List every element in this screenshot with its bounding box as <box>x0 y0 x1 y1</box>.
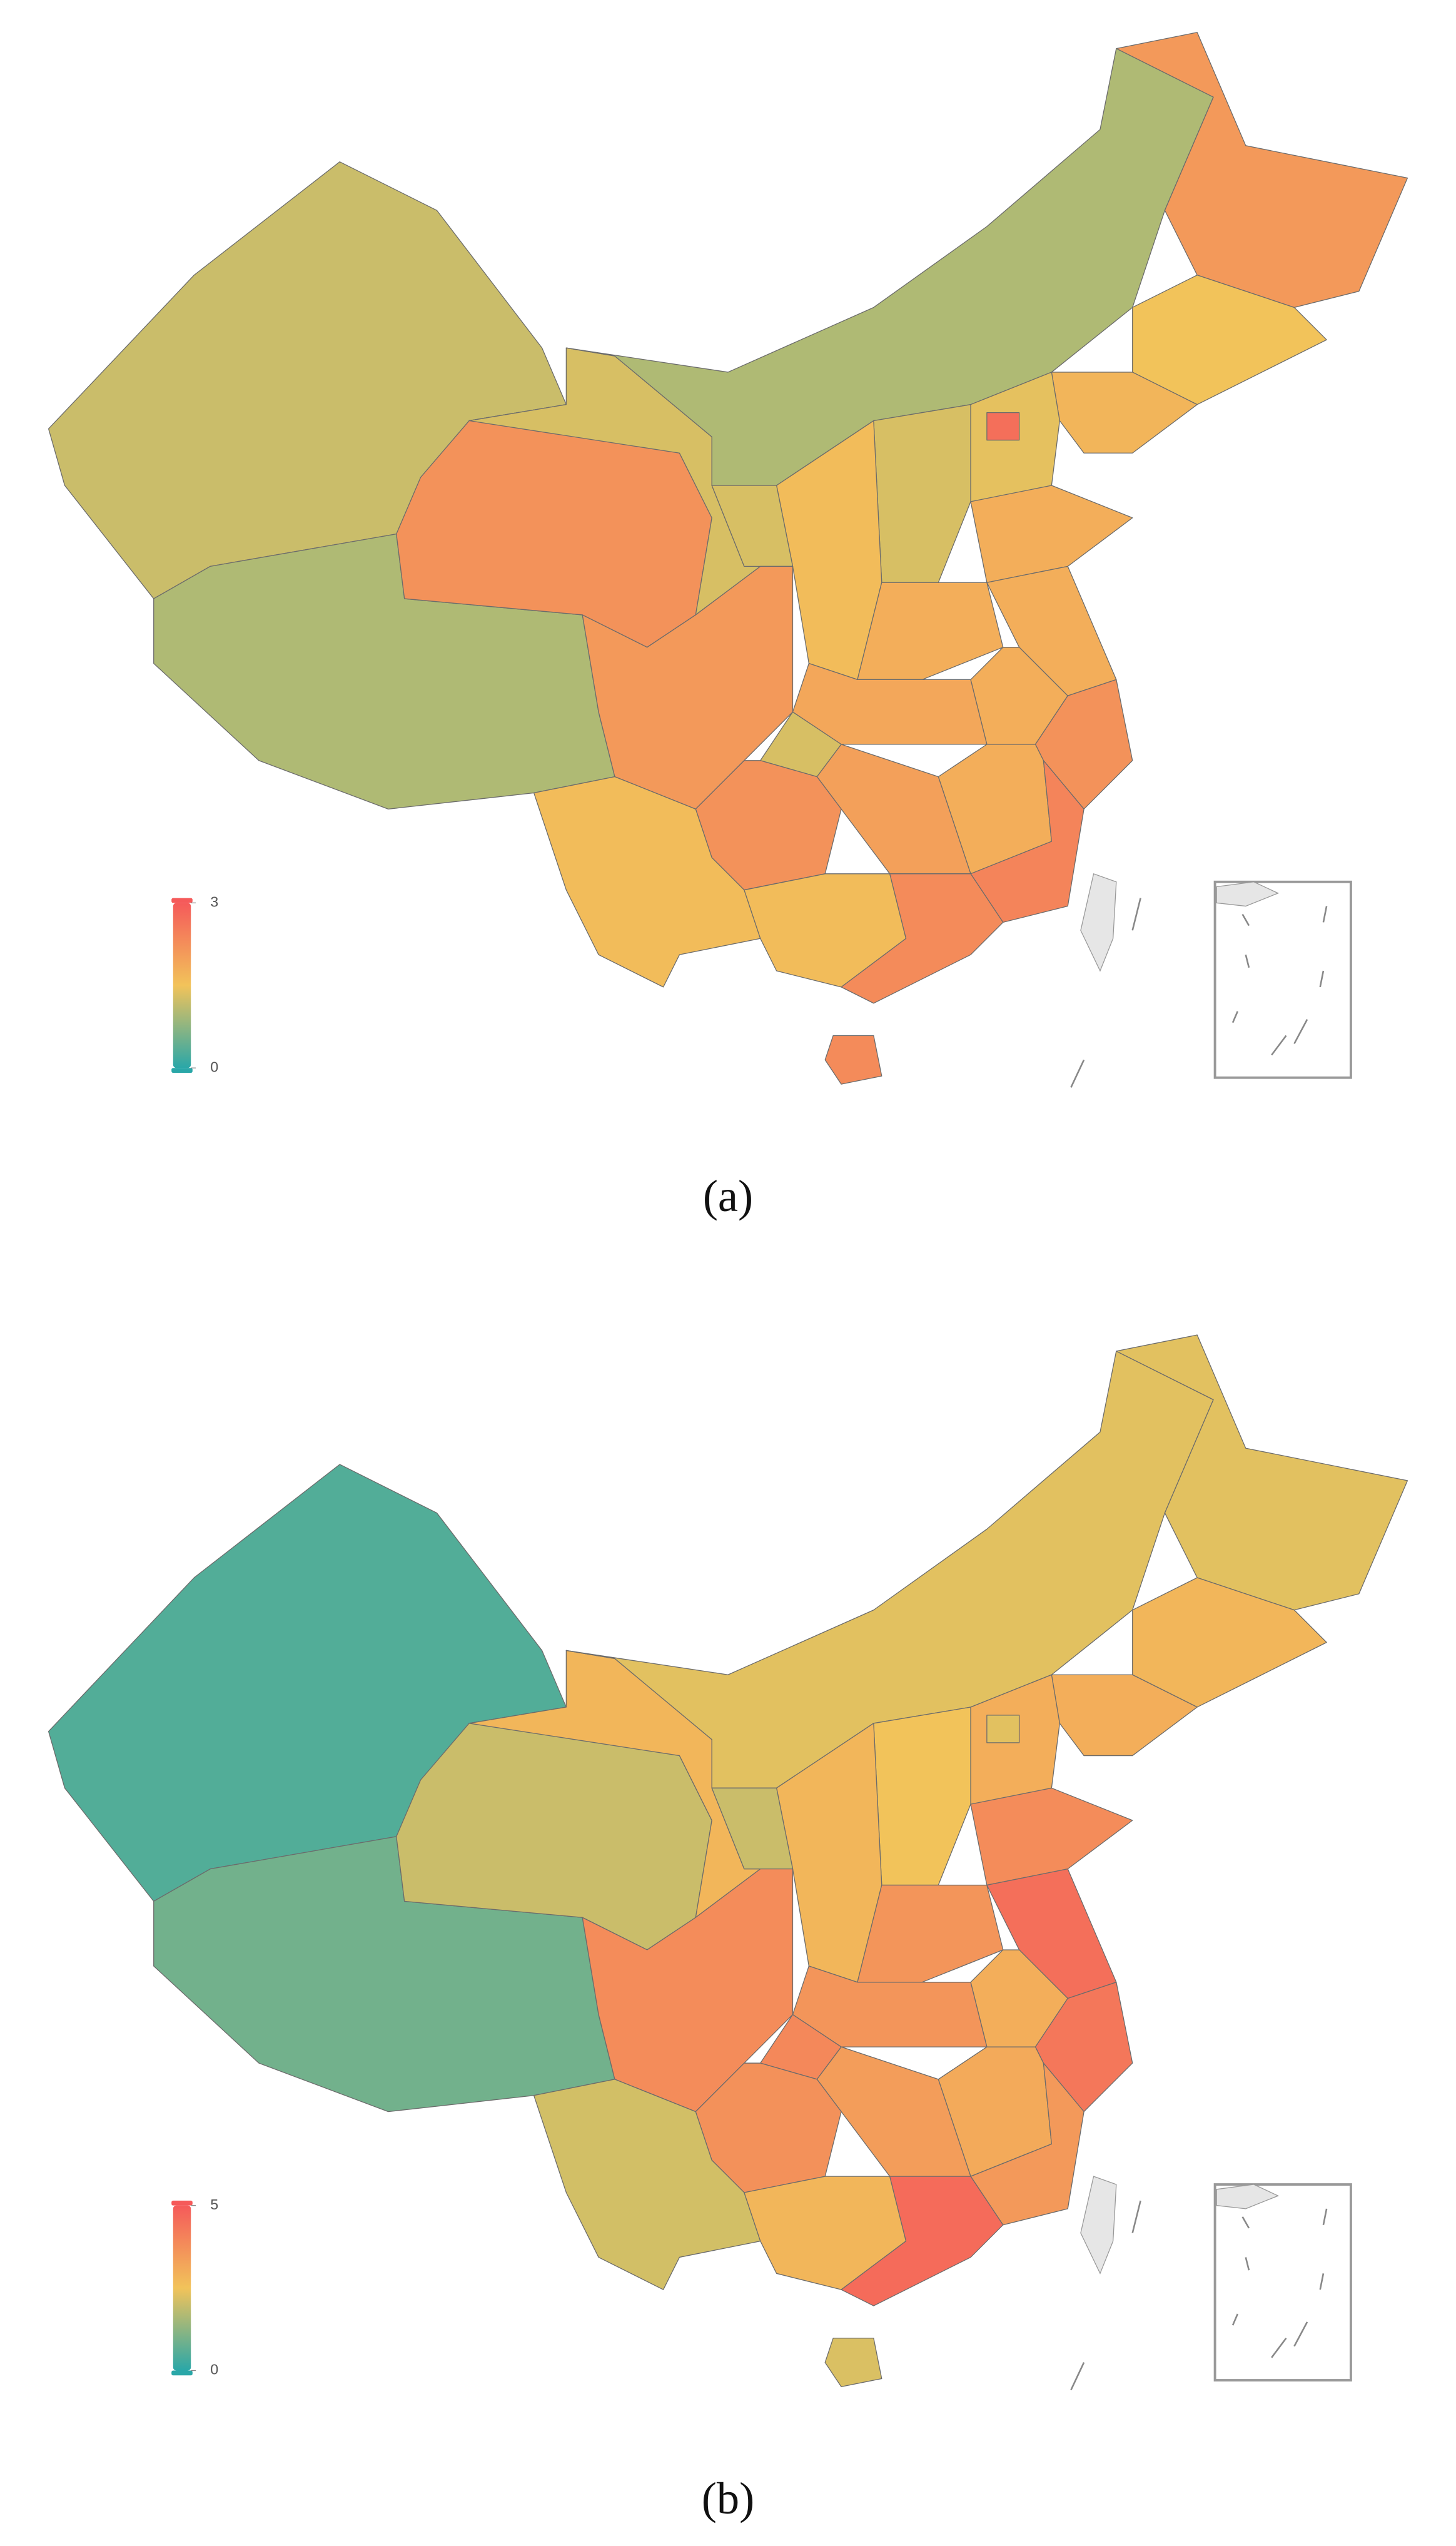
region <box>1116 32 1408 308</box>
region <box>824 1035 882 1085</box>
region <box>970 1787 1133 1886</box>
legend-tick-label: 3 <box>210 894 218 910</box>
region <box>970 485 1133 583</box>
legend-tick-label: 5 <box>210 2196 218 2213</box>
island <box>1080 2176 1117 2275</box>
caption: (b) <box>702 2473 754 2523</box>
legend-tick-label: 0 <box>210 1058 218 1075</box>
region <box>841 873 1004 1004</box>
legend-cap <box>171 898 193 903</box>
region <box>824 2338 882 2388</box>
region <box>857 1884 1004 1983</box>
legend-cap <box>171 1068 193 1073</box>
inset-dash <box>1271 2338 1287 2358</box>
region <box>841 2176 1004 2306</box>
inset-frame <box>1213 880 1352 1079</box>
inset-land <box>1216 2184 1280 2209</box>
inset-dash <box>1231 1011 1239 1023</box>
legend-cap <box>171 2370 193 2376</box>
inset-land <box>1216 881 1280 907</box>
inset-dash <box>1241 2216 1250 2229</box>
inset-dash <box>1293 1019 1308 1045</box>
region <box>857 582 1004 681</box>
map-panel: 0 5 (b) <box>48 1334 1408 2523</box>
island-dash <box>1131 898 1141 931</box>
legend-bar <box>173 2205 191 2371</box>
region <box>986 1715 1020 1743</box>
caption: (a) <box>703 1170 753 1221</box>
legend-tick-label: 0 <box>210 2361 218 2378</box>
region <box>873 1707 971 1886</box>
island-dash <box>1131 2200 1141 2233</box>
inset-dash <box>1322 906 1328 923</box>
inset-dash <box>1319 2273 1325 2290</box>
island-dash <box>1070 2362 1085 2391</box>
region <box>1116 1334 1408 1611</box>
map-panel: 0 3 (a) <box>48 32 1408 1221</box>
island-dash <box>1070 1059 1085 1088</box>
inset-dash <box>1319 970 1325 988</box>
region <box>873 404 971 583</box>
island <box>1080 873 1117 972</box>
region <box>986 412 1020 441</box>
legend-cap <box>171 2200 193 2206</box>
inset-dash <box>1271 1035 1287 1056</box>
legend-bar <box>173 903 191 1068</box>
inset-frame <box>1213 2183 1352 2381</box>
inset-dash <box>1293 2321 1308 2347</box>
inset-dash <box>1245 954 1250 968</box>
inset-dash <box>1241 913 1250 926</box>
inset-dash <box>1245 2257 1250 2271</box>
inset-dash <box>1231 2313 1239 2326</box>
inset-dash <box>1322 2208 1328 2225</box>
